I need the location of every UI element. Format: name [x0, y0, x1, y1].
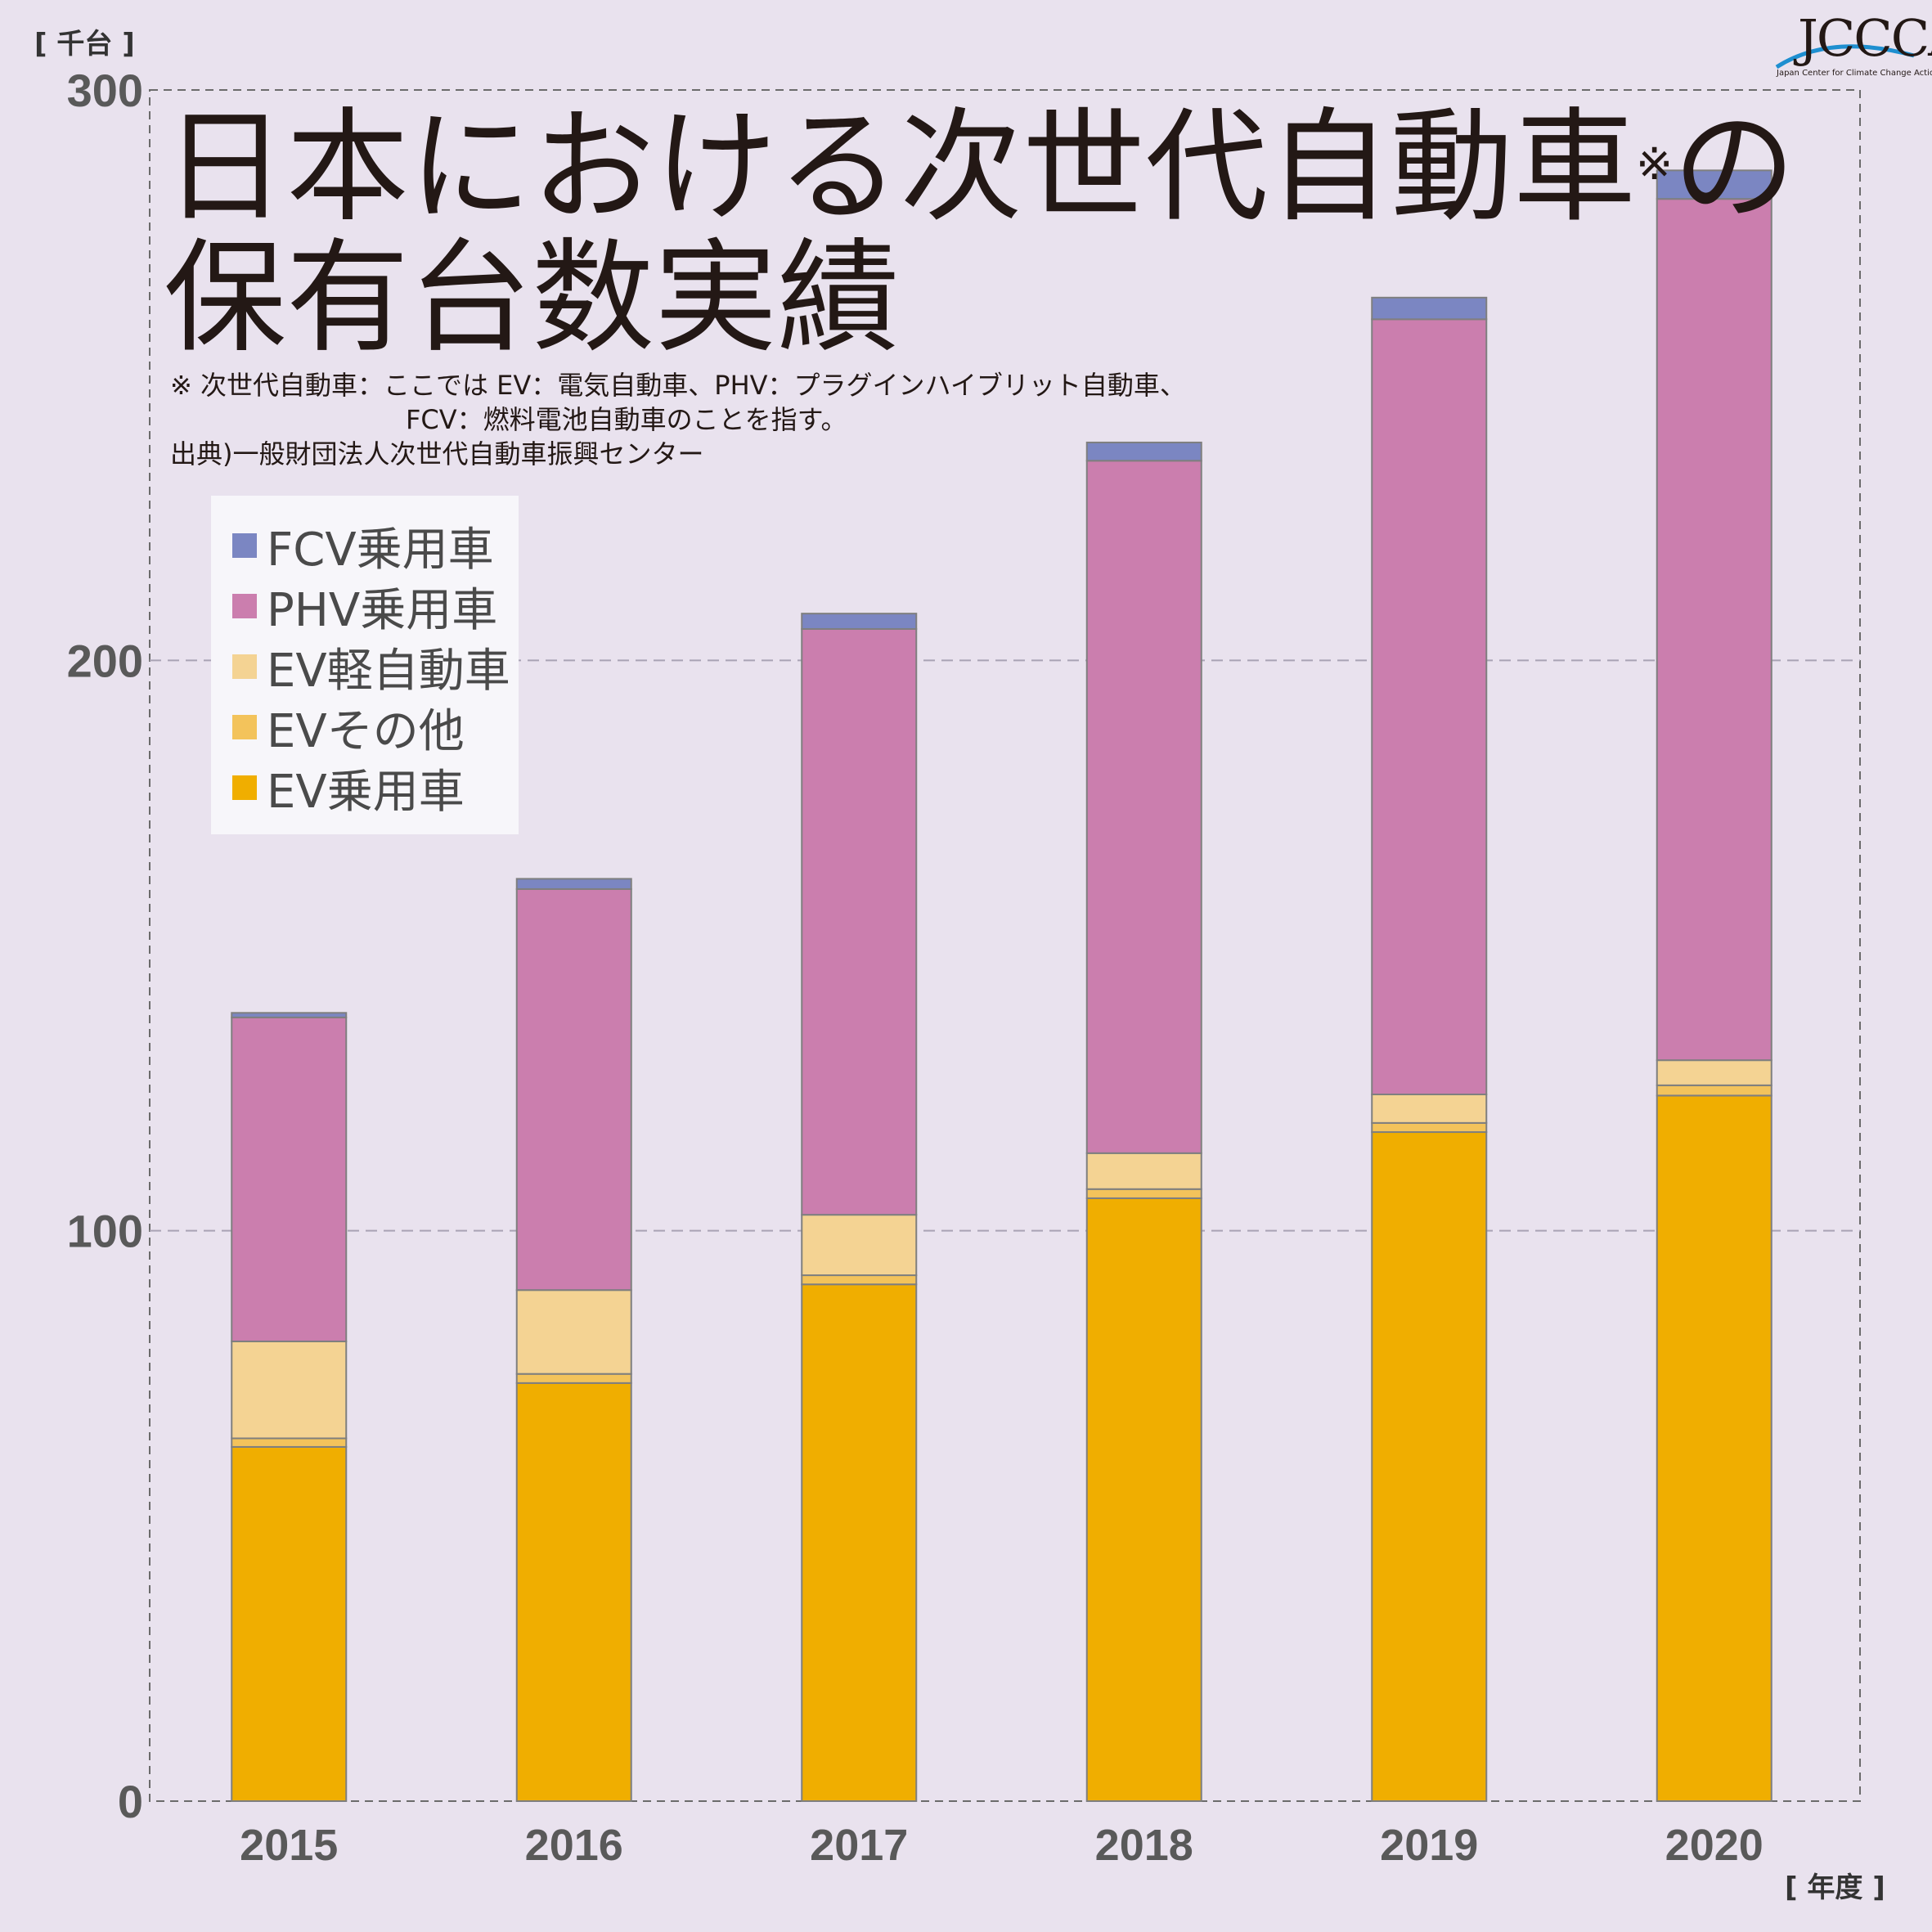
- x-tick-label: 2020: [1665, 1821, 1764, 1870]
- plot-border: [149, 89, 1861, 1802]
- bar-segment-2015-4: [231, 1012, 348, 1018]
- legend-label: EVその他: [267, 704, 465, 758]
- x-tick-label: 2019: [1380, 1821, 1478, 1870]
- note-line-2: FCV：燃料電池自動車のことを指す。: [406, 404, 847, 435]
- bar-segment-2019-1: [1371, 1121, 1488, 1134]
- bar-segment-2017-2: [801, 1214, 918, 1277]
- bar-segment-2019-2: [1371, 1094, 1488, 1124]
- source-line: 出典)一般財団法人次世代自動車振興センター: [170, 438, 704, 470]
- y-tick-label: 100: [67, 1206, 143, 1257]
- legend-swatch: [232, 533, 257, 558]
- legend-swatch: [232, 594, 257, 618]
- bar-segment-2019-4: [1371, 296, 1488, 321]
- bar-segment-2018-2: [1085, 1152, 1202, 1190]
- bar-segment-2016-1: [515, 1373, 632, 1384]
- bar-segment-2018-1: [1085, 1188, 1202, 1199]
- legend-swatch: [232, 775, 257, 800]
- note-line-1: ※ 次世代自動車：ここでは EV：電気自動車、PHV：プラグインハイブリット自動…: [170, 370, 1186, 401]
- title-text-end: の: [1673, 97, 1796, 239]
- legend-swatch: [232, 715, 257, 739]
- bar-segment-2020-2: [1656, 1059, 1772, 1086]
- bar-segment-2018-4: [1085, 441, 1202, 462]
- logo-subtitle: Japan Center for Climate Change Actions: [1777, 69, 1932, 78]
- x-tick-label: 2016: [525, 1821, 623, 1870]
- x-tick-label: 2018: [1095, 1821, 1193, 1870]
- bar-segment-2016-3: [515, 887, 632, 1292]
- legend-label: EV乗用車: [267, 765, 465, 819]
- bar-segment-2016-4: [515, 878, 632, 890]
- y-tick-label: 200: [67, 635, 143, 686]
- legend-label: PHV乗用車: [267, 583, 498, 637]
- legend-label: EV軽自動車: [267, 644, 510, 698]
- bar-segment-2020-3: [1656, 198, 1772, 1062]
- bar-segment-2020-4: [1656, 169, 1772, 200]
- bar-segment-2020-0: [1656, 1094, 1772, 1802]
- y-axis-unit: [ 千台 ]: [34, 28, 135, 61]
- bar-segment-2018-3: [1085, 460, 1202, 1154]
- jccca-logo: JCCCA Japan Center for Climate Change Ac…: [1773, 8, 1932, 82]
- y-tick-label: 0: [118, 1776, 143, 1827]
- legend-swatch: [232, 654, 257, 679]
- legend-item-ev-other: EVその他: [232, 699, 465, 758]
- legend-item-ev-kei: EV軽自動車: [232, 638, 510, 698]
- legend-item-fcv: FCV乗用車: [232, 517, 494, 577]
- legend-label: FCV乗用車: [267, 523, 494, 577]
- y-tick-layer: 0 100 200 300: [67, 65, 143, 1827]
- chart-notes: ※ 次世代自動車：ここでは EV：電気自動車、PHV：プラグインハイブリット自動…: [170, 368, 1186, 471]
- bar-segment-2017-1: [801, 1274, 918, 1286]
- bar-segment-2015-0: [231, 1445, 348, 1803]
- x-tick-label: 2015: [240, 1821, 338, 1870]
- chart-title: 日本における次世代自動車※の 保有台数実績: [164, 102, 1795, 364]
- x-tick-label: 2017: [810, 1821, 908, 1870]
- grid-layer: [149, 89, 1861, 1802]
- x-axis-unit: [ 年度 ]: [1785, 1871, 1885, 1904]
- bar-segment-2019-0: [1371, 1131, 1488, 1802]
- bar-segment-2015-2: [231, 1340, 348, 1440]
- logo-arc: [1775, 44, 1915, 70]
- title-line-2: 保有台数実績: [164, 227, 901, 370]
- logo-text: JCCCA: [1798, 8, 1932, 68]
- title-footnote-mark: ※: [1636, 138, 1674, 190]
- legend: FCV乗用車 PHV乗用車 EV軽自動車 EVその他 EV乗用車: [211, 496, 519, 834]
- bar-segment-2015-1: [231, 1437, 348, 1448]
- bar-segment-2018-0: [1085, 1197, 1202, 1803]
- y-tick-label: 300: [67, 65, 143, 116]
- title-text: 日本における次世代自動車: [164, 97, 1637, 239]
- legend-item-phv: PHV乗用車: [232, 577, 497, 637]
- bar-segment-2015-3: [231, 1016, 348, 1342]
- bar-segment-2020-1: [1656, 1084, 1772, 1097]
- bar-segment-2017-3: [801, 627, 918, 1216]
- bar-segment-2017-0: [801, 1283, 918, 1802]
- x-tick-layer: 2015 2016 2017 2018 2019 2020: [240, 1821, 1764, 1870]
- bar-segment-2016-2: [515, 1289, 632, 1375]
- bar-segment-2019-3: [1371, 318, 1488, 1096]
- title-line-1: 日本における次世代自動車※の: [164, 102, 1795, 233]
- bar-segment-2016-0: [515, 1382, 632, 1802]
- bar-segment-2017-4: [801, 613, 918, 630]
- bars-layer: [231, 169, 1772, 1803]
- legend-item-ev-passenger: EV乗用車: [232, 759, 465, 819]
